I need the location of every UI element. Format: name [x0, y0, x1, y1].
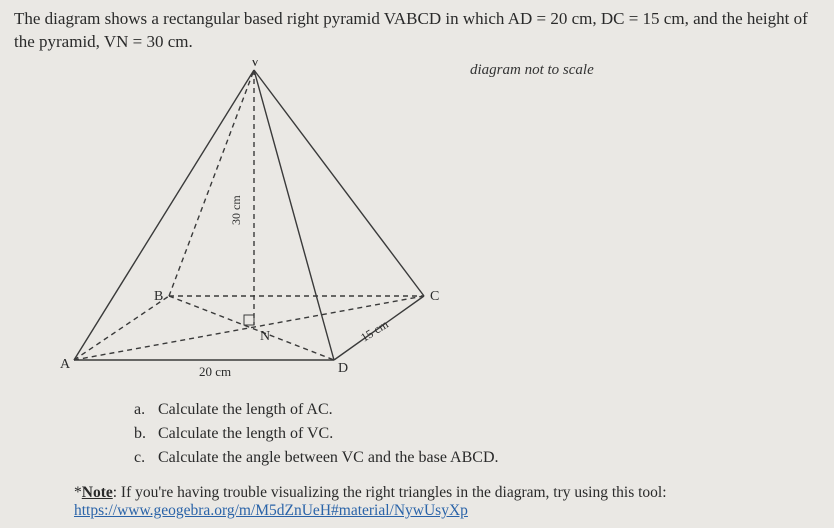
task-marker: c. — [134, 446, 158, 470]
task-marker: a. — [134, 398, 158, 422]
svg-text:30 cm: 30 cm — [229, 195, 243, 225]
task-item: a. Calculate the length of AC. — [134, 398, 820, 422]
task-item: c. Calculate the angle between VC and th… — [134, 446, 820, 470]
svg-text:N: N — [260, 329, 270, 344]
footnote: *Note: If you're having trouble visualiz… — [74, 484, 820, 520]
svg-text:V: V — [250, 60, 260, 70]
note-label: Note — [82, 484, 113, 501]
problem-statement: The diagram shows a rectangular based ri… — [14, 8, 820, 54]
svg-text:B: B — [154, 289, 163, 304]
note-text: : If you're having trouble visualizing t… — [113, 484, 667, 501]
task-marker: b. — [134, 422, 158, 446]
task-text: Calculate the length of VC. — [158, 422, 333, 446]
svg-text:A: A — [60, 357, 71, 372]
task-text: Calculate the angle between VC and the b… — [158, 446, 499, 470]
note-prefix: * — [74, 484, 82, 501]
svg-text:D: D — [338, 361, 348, 376]
svg-text:15 cm: 15 cm — [358, 316, 391, 344]
svg-text:C: C — [430, 289, 439, 304]
svg-text:20 cm: 20 cm — [199, 364, 231, 379]
geogebra-link[interactable]: https://www.geogebra.org/m/M5dZnUeH#mate… — [74, 502, 468, 519]
task-list: a. Calculate the length of AC. b. Calcul… — [134, 398, 820, 470]
task-item: b. Calculate the length of VC. — [134, 422, 820, 446]
task-text: Calculate the length of AC. — [158, 398, 333, 422]
pyramid-diagram: A B C D V N 30 cm 20 cm 15 cm — [54, 60, 614, 390]
